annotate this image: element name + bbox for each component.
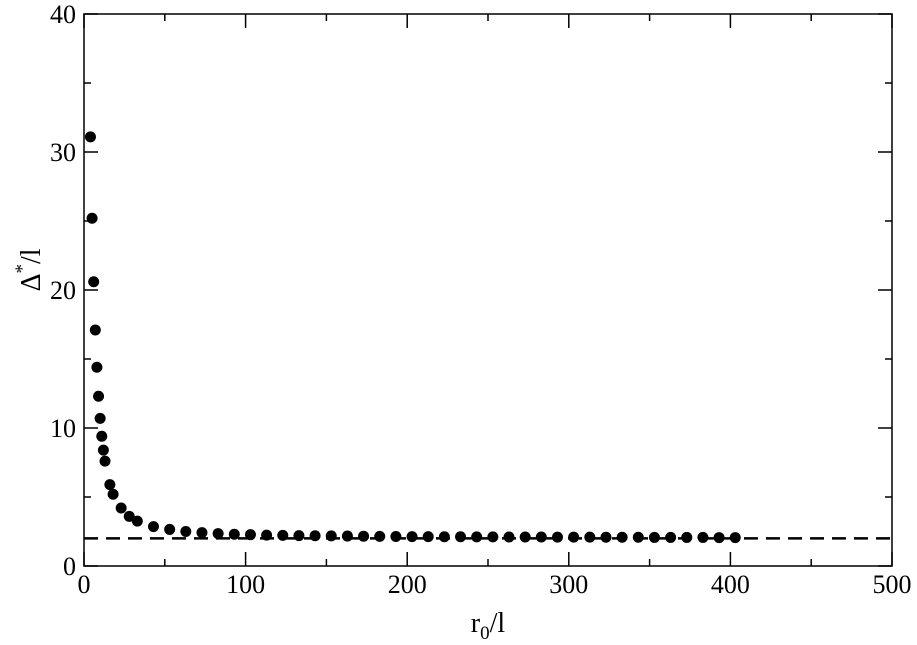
data-point <box>164 523 176 535</box>
data-points <box>84 131 741 544</box>
data-point <box>91 361 103 373</box>
data-point <box>309 530 321 542</box>
data-point <box>147 521 159 533</box>
data-point <box>107 488 119 500</box>
data-point <box>600 531 612 543</box>
data-point <box>97 444 109 456</box>
y-axis-ticks: 0 10 20 30 40 <box>50 0 892 581</box>
data-point <box>99 455 111 467</box>
data-point <box>88 276 100 288</box>
data-point <box>325 530 337 542</box>
data-point <box>697 531 709 543</box>
data-point <box>180 526 192 537</box>
data-point <box>358 530 370 542</box>
y-tick-label: 30 <box>50 138 76 167</box>
data-point <box>390 530 402 542</box>
data-point <box>244 529 256 541</box>
data-point <box>374 530 386 542</box>
y-axis-label: Δ*/l <box>12 248 47 291</box>
data-point <box>228 528 240 540</box>
data-point <box>196 527 208 539</box>
data-point <box>406 531 418 543</box>
x-axis-label: r0/l <box>471 608 506 644</box>
x-tick-label: 500 <box>873 570 912 599</box>
data-point <box>568 531 580 543</box>
data-point <box>212 528 224 540</box>
x-axis-label-base: r <box>471 608 481 639</box>
data-point <box>455 531 467 543</box>
plot-frame <box>83 13 893 567</box>
data-point <box>261 529 273 541</box>
data-point <box>681 531 693 543</box>
data-point <box>616 531 628 543</box>
data-point <box>84 131 96 143</box>
y-axis-label-suffix: /l <box>16 248 47 264</box>
data-point <box>115 502 127 514</box>
data-point <box>648 531 660 543</box>
data-point <box>93 390 105 402</box>
data-point <box>277 529 289 541</box>
data-point <box>341 530 353 542</box>
x-tick-label: 300 <box>549 570 588 599</box>
data-point <box>632 531 644 543</box>
x-tick-label: 0 <box>78 570 91 599</box>
data-point <box>519 531 531 543</box>
data-point <box>86 212 98 224</box>
data-point <box>89 324 101 336</box>
data-point <box>471 531 483 543</box>
data-point <box>551 531 563 543</box>
y-tick-label: 40 <box>50 0 76 29</box>
data-point <box>438 531 450 543</box>
plot-area <box>83 13 893 567</box>
x-tick-label: 200 <box>388 570 427 599</box>
x-axis-label-suffix: /l <box>490 608 506 639</box>
data-point <box>487 531 499 543</box>
data-point <box>96 430 108 442</box>
x-tick-label: 100 <box>226 570 265 599</box>
data-point <box>729 532 741 544</box>
data-point <box>584 531 596 543</box>
data-point <box>123 510 135 522</box>
y-tick-label: 0 <box>63 552 76 581</box>
y-axis-label-base: Δ <box>16 274 47 292</box>
data-point <box>535 531 547 543</box>
data-point <box>503 531 515 543</box>
data-point <box>131 515 143 527</box>
x-tick-label: 400 <box>711 570 750 599</box>
x-axis-ticks: 0 100 200 300 400 500 <box>78 14 912 599</box>
y-tick-label: 10 <box>50 414 76 443</box>
y-axis-label-superscript: * <box>12 264 33 274</box>
data-point <box>713 532 725 544</box>
y-tick-label: 20 <box>50 276 76 305</box>
data-point <box>293 530 305 542</box>
x-axis-label-subscript: 0 <box>480 623 490 644</box>
data-point <box>94 412 106 424</box>
data-point <box>422 531 434 543</box>
data-point <box>104 479 116 491</box>
data-point <box>665 531 677 543</box>
